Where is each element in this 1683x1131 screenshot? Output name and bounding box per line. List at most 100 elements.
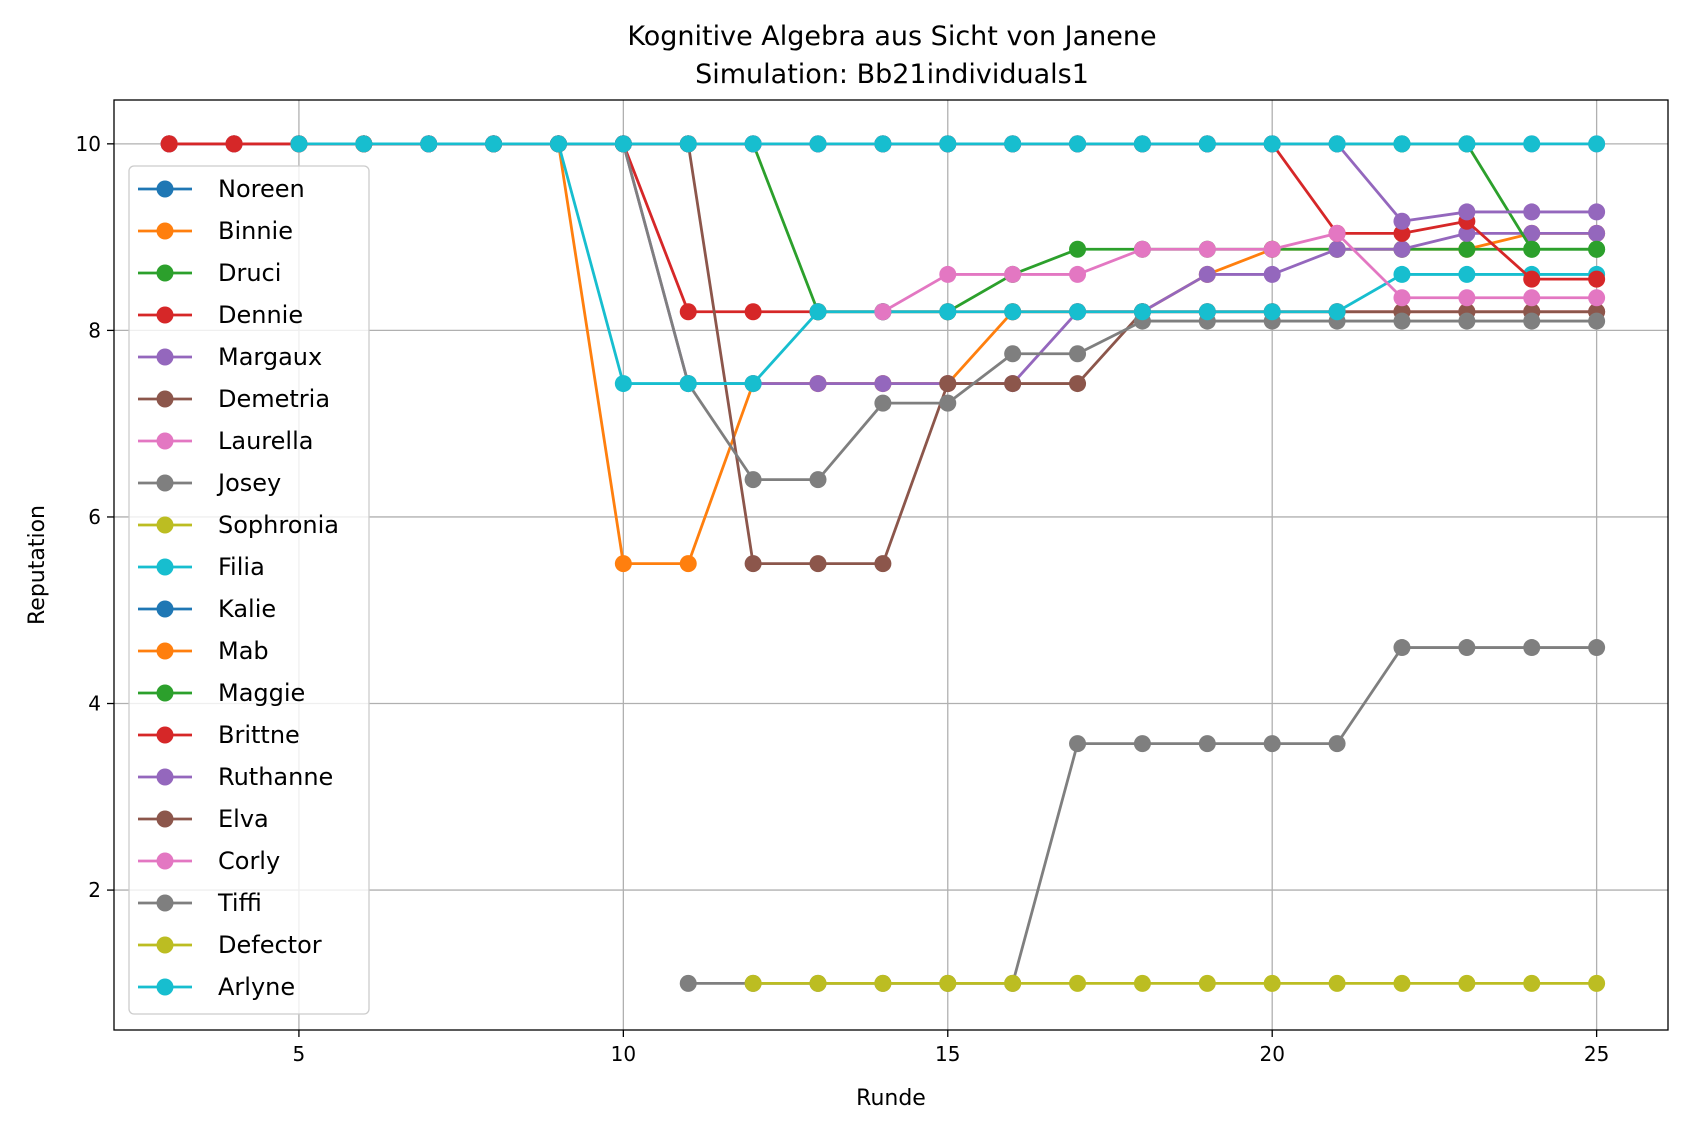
legend-box [128,165,370,1015]
legend-label: Demetria [218,385,330,413]
series-corly [874,224,1606,321]
legend-label: Corly [218,847,280,875]
data-point [939,974,957,992]
data-point [1523,135,1541,153]
data-point [1588,135,1606,153]
data-point [1458,639,1476,657]
data-point [1458,135,1476,153]
x-tick-label: 25 [1584,1042,1609,1066]
legend-label: Ruthanne [218,763,333,791]
data-point [1133,240,1151,258]
legend-item: Tiffi [138,889,262,917]
data-point [939,303,957,321]
legend-label: Josey [216,469,281,497]
data-point [1393,224,1411,242]
data-point [679,303,697,321]
data-point [1588,312,1606,330]
x-tick-label: 10 [611,1042,636,1066]
data-point [1393,289,1411,307]
data-point [1069,240,1087,258]
data-point [1004,303,1022,321]
legend-item: Noreen [138,175,305,203]
legend-label: Maggie [218,679,305,707]
series-defector [744,974,1606,992]
data-point [744,303,762,321]
legend-marker [156,348,174,366]
data-point [809,974,827,992]
data-point [1588,270,1606,288]
x-axis-label: Runde [856,1086,926,1111]
data-point [1588,240,1606,258]
data-point [1588,224,1606,242]
legend-marker [156,600,174,618]
legend-item: Dennie [138,301,303,329]
chart-subtitle: Simulation: Bb21individuals1 [695,59,1089,90]
legend-item: Corly [138,847,280,875]
legend-item: Maggie [138,679,305,707]
data-point [1069,974,1087,992]
data-point [549,135,567,153]
data-point [1458,203,1476,221]
data-point [1588,974,1606,992]
series-lines [160,135,1606,992]
data-point [1523,639,1541,657]
data-point [874,375,892,393]
data-point [744,555,762,573]
data-point [1328,735,1346,753]
legend-marker [156,642,174,660]
data-point [1069,265,1087,283]
data-point [874,135,892,153]
data-point [1393,212,1411,230]
y-tick-label: 2 [88,878,101,902]
data-point [1328,224,1346,242]
legend-label: Druci [218,259,281,287]
data-point [939,265,957,283]
data-point [160,135,178,153]
data-point [485,135,503,153]
data-point [1393,974,1411,992]
data-point [355,135,373,153]
data-point [1523,289,1541,307]
legend-item: Laurella [138,427,313,455]
legend-marker [156,852,174,870]
axis-ticks: 5 10 15 20 25 2 4 6 8 10 [76,132,1610,1066]
data-point [1069,135,1087,153]
data-point [939,375,957,393]
series-arlyne [290,135,1606,153]
data-point [1263,135,1281,153]
legend-label: Mab [218,637,269,665]
legend-label: Filia [218,553,265,581]
data-point [1263,240,1281,258]
data-point [874,555,892,573]
legend-item: Filia [138,553,265,581]
data-point [614,375,632,393]
data-point [1328,135,1346,153]
legend-item: Kalie [138,595,276,623]
legend-marker [156,516,174,534]
data-point [744,375,762,393]
data-point [1588,639,1606,657]
legend-label: Kalie [218,595,276,623]
data-point [1458,974,1476,992]
legend-item: Brittne [138,721,300,749]
data-point [1263,974,1281,992]
data-point [225,135,243,153]
data-point [1393,312,1411,330]
data-point [1523,224,1541,242]
legend-item: Sophronia [138,511,339,539]
legend-label: Sophronia [218,511,339,539]
data-point [1069,735,1087,753]
legend-marker [156,684,174,702]
data-point [874,974,892,992]
data-point [679,135,697,153]
data-point [1458,289,1476,307]
data-point [1328,240,1346,258]
data-point [1523,240,1541,258]
legend-label: Dennie [218,301,303,329]
data-point [1069,303,1087,321]
legend-marker [156,180,174,198]
legend-label: Brittne [218,721,300,749]
data-point [809,375,827,393]
data-point [1458,312,1476,330]
